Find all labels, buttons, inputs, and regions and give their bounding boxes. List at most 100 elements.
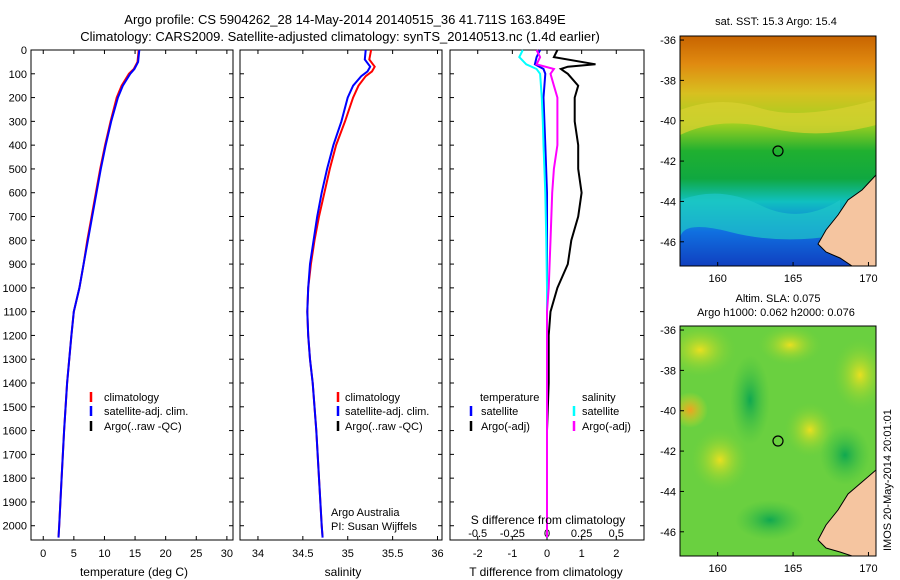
map-y-tick-label: -40 xyxy=(660,116,676,128)
tasmania-land xyxy=(817,174,876,266)
map-x-tick-label: 165 xyxy=(784,563,802,575)
salinity-axis-label: salinity xyxy=(325,565,362,579)
map-y-tick-label: -36 xyxy=(660,325,676,337)
series-line-climatology xyxy=(57,49,140,538)
difference-legend-temperature: temperature satellite Argo(-adj) xyxy=(469,392,539,433)
legend-salinity-title: salinity xyxy=(582,392,616,404)
temperature-plot-frame xyxy=(30,49,234,541)
x-tick-label: 20 xyxy=(160,548,172,560)
temperature-x-axis: 0 5 10 15 20 25 30 xyxy=(40,50,233,560)
depth-tick-label: 100 xyxy=(9,69,27,81)
series-line-satellite-adj-clim- xyxy=(57,49,141,538)
depth-tick-label: 600 xyxy=(9,188,27,200)
s-tick-label: 0.25 xyxy=(571,528,592,540)
s-tick-label: 0.5 xyxy=(609,528,624,540)
x-tick-label: 35 xyxy=(342,548,354,560)
depth-tick-label: 800 xyxy=(9,235,27,247)
header-line-2: Climatology: CARS2009. Satellite-adjuste… xyxy=(80,29,600,44)
sla-high-anomaly xyxy=(680,392,708,428)
s-difference-axis-label: S difference from climatology xyxy=(471,513,626,527)
map-y-tick-label: -44 xyxy=(660,486,676,498)
sst-map-title: sat. SST: 15.3 Argo: 15.4 xyxy=(715,16,837,28)
sla-map-frame xyxy=(679,325,877,557)
legend-t-satellite-label: satellite xyxy=(481,406,518,418)
x-tick-label: 35.5 xyxy=(382,548,403,560)
sla-map xyxy=(680,326,876,556)
argo-position-marker xyxy=(772,145,784,157)
legend-satellite-label: satellite-adj. clim. xyxy=(104,406,188,418)
x-tick-label: 15 xyxy=(129,548,141,560)
sla-high-anomaly xyxy=(755,326,825,367)
legend-argo-label: Argo(..raw -QC) xyxy=(104,421,182,433)
salinity-series xyxy=(306,49,376,538)
x-tick-label: 30 xyxy=(221,548,233,560)
map-x-tick-label: 170 xyxy=(859,273,877,285)
difference-x-axis: -2 -1 0 1 2-0.5 -0.25 0 0.25 0.5 xyxy=(468,50,624,560)
x-tick-label: 10 xyxy=(98,548,110,560)
x-tick-label: 25 xyxy=(190,548,202,560)
depth-tick-label: 700 xyxy=(9,212,27,224)
sst-map xyxy=(680,36,876,266)
depth-tick-label: 0 xyxy=(21,45,27,57)
legend-temperature-title: temperature xyxy=(480,392,539,404)
x-tick-label: 34 xyxy=(252,548,264,560)
temperature-legend: climatology satellite-adj. clim. Argo(..… xyxy=(89,392,188,433)
s-tick-label: -0.5 xyxy=(468,528,487,540)
legend-s-argo-label: Argo(-adj) xyxy=(582,421,631,433)
header-line-1: Argo profile: CS 5904262_28 14-May-2014 … xyxy=(124,12,566,27)
temperature-axis-label: temperature (deg C) xyxy=(80,565,188,579)
legend-s-satellite-label: satellite xyxy=(582,406,619,418)
tasmania-land xyxy=(817,469,876,556)
x-tick-label: -1 xyxy=(507,548,517,560)
series-line-s-satellite xyxy=(518,49,548,538)
salinity-x-axis: 34 34.5 35 35.5 36 xyxy=(252,50,444,560)
map-y-tick-label: -44 xyxy=(660,196,676,208)
argo-position-marker xyxy=(772,435,784,447)
sla-low-anomaly xyxy=(730,355,770,445)
depth-tick-label: 2000 xyxy=(3,521,27,533)
difference-legend-salinity: salinity satellite Argo(-adj) xyxy=(572,392,631,433)
map-y-tick-label: -36 xyxy=(660,35,676,47)
map-y-tick-label: -42 xyxy=(660,446,676,458)
map-x-tick-label: 165 xyxy=(784,273,802,285)
sst-field-patch-cyan xyxy=(680,193,840,240)
map-y-tick-label: -46 xyxy=(660,237,676,249)
x-tick-label: 0 xyxy=(40,548,46,560)
legend-climatology-label: climatology xyxy=(345,392,401,404)
map-y-tick-label: -42 xyxy=(660,156,676,168)
depth-tick-label: 1600 xyxy=(3,426,27,438)
legend-satellite-label: satellite-adj. clim. xyxy=(345,406,429,418)
sst-map-frame xyxy=(679,35,877,267)
series-line-t-argo-adj- xyxy=(546,49,596,538)
s-tick-label: -0.25 xyxy=(500,528,525,540)
depth-tick-label: 1500 xyxy=(3,402,27,414)
t-difference-axis-label: T difference from climatology xyxy=(469,565,623,579)
temperature-series xyxy=(57,49,141,538)
depth-tick-label: 500 xyxy=(9,164,27,176)
map-y-tick-label: -38 xyxy=(660,365,676,377)
sla-high-anomaly xyxy=(680,326,740,380)
map-x-tick-label: 170 xyxy=(859,563,877,575)
difference-series xyxy=(518,49,596,538)
sla-low-anomaly xyxy=(820,425,870,485)
x-tick-label: 0 xyxy=(544,548,550,560)
sla-map-title: Altim. SLA: 0.075 xyxy=(736,293,821,305)
map-y-tick-label: -38 xyxy=(660,75,676,87)
x-tick-label: 34.5 xyxy=(292,548,313,560)
x-tick-label: 36 xyxy=(431,548,443,560)
x-tick-label: -2 xyxy=(473,548,483,560)
data-source-line-2: PI: Susan Wijffels xyxy=(331,521,417,533)
legend-climatology-label: climatology xyxy=(104,392,160,404)
depth-tick-label: 400 xyxy=(9,140,27,152)
sla-high-anomaly xyxy=(688,425,752,495)
sst-map-axes: 160 165 170 -36 -38 -40 -42 -44 -46 xyxy=(660,35,878,285)
depth-axis: 0 100 200 300 400 500 600 700 800 900 1000 1100 1200… xyxy=(3,45,644,533)
sla-map-subtitle: Argo h1000: 0.062 h2000: 0.076 xyxy=(697,307,855,319)
sla-high-anomaly xyxy=(830,335,876,415)
depth-tick-label: 900 xyxy=(9,259,27,271)
x-tick-label: 2 xyxy=(613,548,619,560)
depth-tick-label: 1000 xyxy=(3,283,27,295)
salinity-legend: climatology satellite-adj. clim. Argo(..… xyxy=(331,392,429,533)
depth-tick-label: 1800 xyxy=(3,473,27,485)
map-x-tick-label: 160 xyxy=(709,563,727,575)
